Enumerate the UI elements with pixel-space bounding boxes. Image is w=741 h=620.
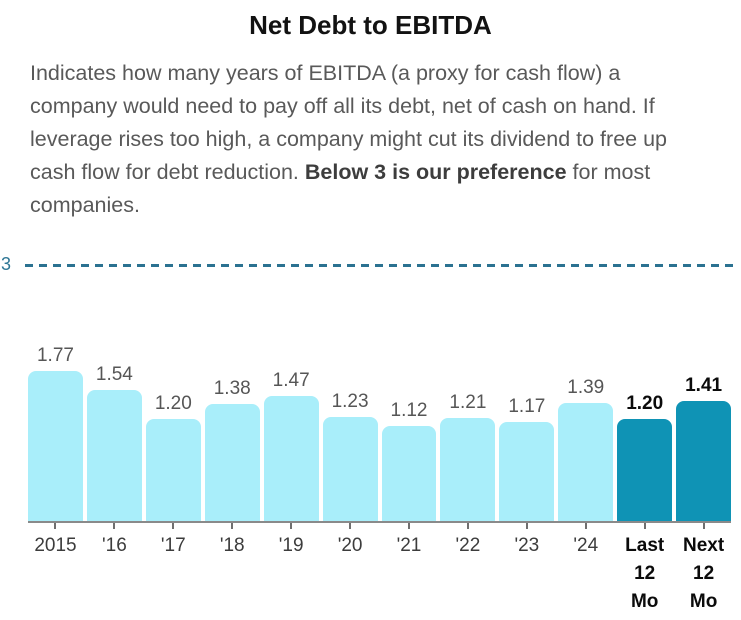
bar-slot: 1.20 (145, 393, 201, 521)
description-bold-text: Below 3 is our preference (304, 160, 567, 184)
x-axis-label: Last 12 Mo (625, 535, 665, 612)
x-axis-labels: 2015 '16 '17 '18 '19 '20 '21 '22 '23 '24 Last 12 M… (28, 532, 731, 616)
tick-slot (558, 523, 613, 529)
tick-slot (146, 523, 201, 529)
bar-slot: 1.54 (86, 364, 142, 521)
axis-tick (525, 523, 528, 529)
tick-slot (87, 523, 142, 529)
bar (145, 419, 201, 521)
tick-slot (440, 523, 495, 529)
bar-value-label: 1.17 (508, 395, 546, 417)
x-axis-label: '17 (160, 535, 186, 556)
bar-slot: 1.12 (381, 399, 437, 521)
bar-value-label: 1.21 (449, 392, 487, 414)
tick-slot (617, 523, 672, 529)
bar-slot: 1.21 (440, 392, 496, 521)
bar-value-label: 1.39 (567, 376, 605, 398)
x-axis-label: 2015 (34, 535, 77, 556)
bar (617, 419, 673, 521)
bar (499, 421, 555, 521)
bar-slot: 1.38 (204, 377, 260, 521)
axis-tick (407, 523, 410, 529)
bar-value-label: 1.41 (685, 375, 723, 397)
bar (263, 396, 319, 521)
axis-tick (231, 523, 234, 529)
bar-chart: 3 1.77 1.54 1.20 1.38 1.47 1.23 1.12 1.21 1.17 1.… (0, 254, 741, 616)
bar-value-label: 1.23 (331, 390, 369, 412)
bar-slot: 1.20 (617, 393, 673, 521)
bar (28, 370, 83, 521)
bar-value-label: 1.20 (154, 393, 192, 414)
bar-value-label: 1.54 (95, 364, 133, 386)
axis-tick (54, 523, 57, 529)
bar (440, 418, 496, 521)
description-text: for most companies. (30, 160, 651, 217)
tick-slot (264, 523, 319, 529)
axis-tick (584, 523, 587, 529)
bar (204, 403, 260, 521)
bar (86, 390, 142, 521)
bar (381, 425, 437, 521)
tick-slot (676, 523, 731, 529)
bar-value-label: 1.47 (272, 370, 310, 391)
x-axis-label: '18 (219, 535, 245, 556)
tick-slot (205, 523, 260, 529)
tick-slot (382, 523, 437, 529)
description-text: Indicates how many years of EBITDA (a pr… (30, 61, 667, 184)
bar (322, 416, 378, 521)
axis-tick (349, 523, 352, 529)
x-axis-ticks (28, 523, 731, 529)
bar-slot: 1.23 (322, 390, 378, 521)
bar-value-label: 1.20 (626, 393, 664, 414)
x-axis-label: '16 (102, 535, 127, 556)
bar (676, 401, 732, 521)
axis-tick (643, 523, 646, 529)
chart-description: Indicates how many years of EBITDA (a pr… (30, 57, 706, 222)
bar-slot: 1.41 (676, 375, 732, 521)
axis-tick (466, 523, 469, 529)
bar-value-label: 1.77 (36, 344, 74, 366)
tick-slot (499, 523, 554, 529)
x-axis-label: '19 (278, 535, 304, 556)
bar (558, 402, 614, 521)
plot-area: 3 1.77 1.54 1.20 1.38 1.47 1.23 1.12 1.21 1.17 1.… (1, 254, 737, 523)
threshold-line (25, 264, 737, 267)
bar-slot: 1.77 (28, 345, 83, 521)
x-axis-label: '22 (455, 535, 481, 556)
bar-slot: 1.17 (499, 395, 555, 521)
tick-slot (323, 523, 378, 529)
bar-value-label: 1.12 (390, 399, 428, 421)
bar-value-label: 1.38 (213, 377, 251, 399)
bar-slot: 1.47 (263, 370, 319, 521)
bar-slot: 1.39 (558, 376, 614, 521)
page-title: Net Debt to EBITDA (249, 10, 492, 40)
axis-tick (172, 523, 175, 529)
axis-tick (702, 523, 705, 529)
x-axis-label: '24 (573, 535, 599, 556)
x-axis-label: '21 (396, 535, 422, 556)
x-axis-label: '20 (337, 535, 363, 556)
x-axis-label: Next 12 Mo (683, 535, 725, 612)
threshold-label: 3 (1, 254, 12, 274)
x-axis-label: '23 (514, 535, 540, 556)
axis-tick (290, 523, 293, 529)
tick-slot (28, 523, 83, 529)
axis-tick (113, 523, 116, 529)
